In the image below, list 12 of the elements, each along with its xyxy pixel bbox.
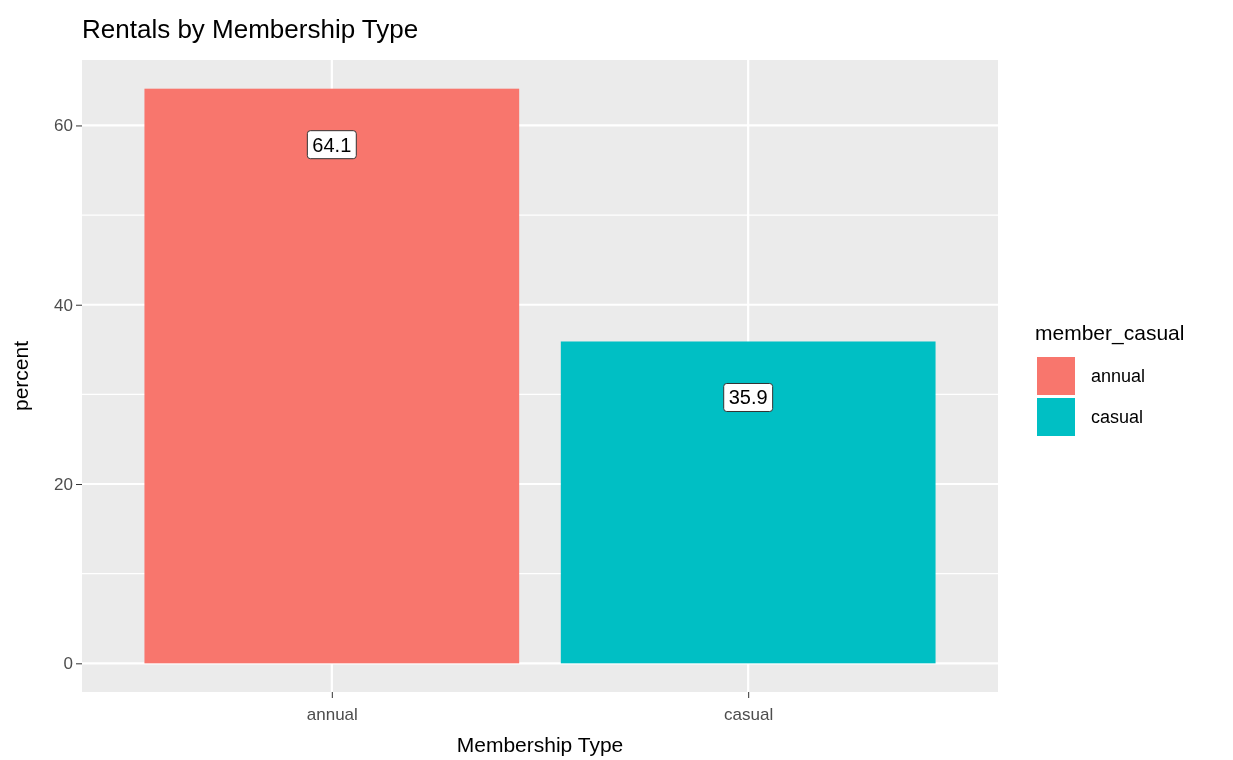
chart-title: Rentals by Membership Type bbox=[82, 14, 419, 44]
y-axis-title: percent bbox=[9, 340, 32, 412]
y-tick-label: 40 bbox=[54, 295, 73, 315]
y-tick-label: 20 bbox=[54, 474, 73, 494]
legend-label: casual bbox=[1091, 407, 1144, 427]
y-tick-label: 60 bbox=[54, 116, 73, 136]
data-label: 35.9 bbox=[728, 386, 768, 409]
data-label: 64.1 bbox=[312, 133, 352, 156]
y-tick-label: 0 bbox=[63, 654, 73, 674]
legend-title: member_casual bbox=[1035, 321, 1185, 345]
x-axis-title: Membership Type bbox=[456, 733, 624, 756]
legend-label: annual bbox=[1091, 366, 1146, 386]
